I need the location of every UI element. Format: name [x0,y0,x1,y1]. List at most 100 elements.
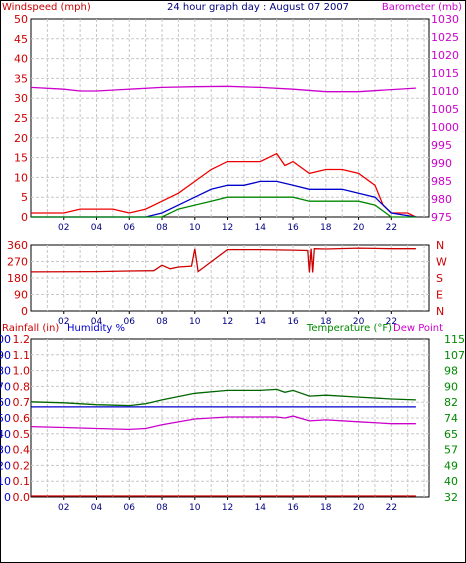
x-tick-label: 16 [287,503,299,513]
compass-tick-label: S [436,272,443,285]
x-tick-label: 06 [124,223,136,233]
x-tick-label: 04 [91,503,103,513]
y-tick-label-right: 980 [431,193,452,206]
y-tick-label-right: 1030 [431,13,459,26]
humidity-tick-label: 70 [0,380,11,393]
rain-tick-label: 0.2 [13,459,31,472]
temperature-tick-label: 65 [444,428,458,441]
series-wind_min [31,196,416,218]
x-tick-label: 10 [189,223,201,233]
direction-tick-label: 180 [7,272,28,285]
direction-tick-label: 270 [7,256,28,269]
series-gust [31,152,417,218]
humidity-tick-label: 40 [0,428,11,441]
temperature-tick-label: 74 [444,412,458,425]
y-tick-label-left: 20 [14,132,28,145]
series-temperature [30,388,416,407]
rain-tick-label: 1.1 [13,349,31,362]
y-tick-label-right: 1005 [431,103,459,116]
y-tick-label-left: 5 [21,191,28,204]
temperature-tick-label: 98 [444,365,458,378]
humidity-tick-label: 60 [0,396,11,409]
y-tick-label-left: 15 [14,152,28,165]
y-tick-label-left: 45 [14,33,28,46]
rainfall-axis-label: Rainfall (in) [2,323,59,334]
x-tick-label: 18 [320,317,332,327]
dewpoint-axis-label: Dew Point [393,323,443,334]
x-tick-label: 06 [124,503,136,513]
x-tick-label: 02 [58,317,69,327]
x-tick-label: 20 [353,503,365,513]
y-tick-label-right: 995 [431,139,452,152]
series-dewpoint [30,415,416,431]
x-tick-label: 10 [189,503,201,513]
x-tick-label: 02 [58,503,69,513]
compass-tick-label: E [436,289,443,302]
plot-area [30,338,430,498]
compass-tick-label: N [436,305,444,318]
series-barometer [30,85,416,93]
y-tick-label-right: 1010 [431,85,459,98]
x-tick-label: 14 [255,503,267,513]
temperature-tick-label: 115 [444,333,465,346]
y-tick-label-right: 1015 [431,67,459,80]
compass-tick-label: W [436,256,447,269]
humidity-tick-label: 90 [0,349,11,362]
y-tick-label-left: 30 [14,92,28,105]
x-tick-label: 18 [320,223,332,233]
x-tick-label: 22 [386,317,397,327]
x-tick-label: 04 [91,223,103,233]
x-tick-label: 04 [91,317,103,327]
series-direction [30,247,416,273]
y-tick-label-left: 50 [14,13,28,26]
rain-tick-label: 0.0 [13,491,31,504]
y-tick-label-right: 985 [431,175,452,188]
humidity-tick-label: 20 [0,459,11,472]
x-tick-label: 02 [58,223,69,233]
y-tick-label-right: 975 [431,211,452,224]
x-tick-label: 12 [222,503,233,513]
x-tick-label: 12 [222,317,233,327]
y-tick-label-left: 40 [14,53,28,66]
y-tick-label-right: 990 [431,157,452,170]
y-tick-label-right: 1000 [431,121,459,134]
temperature-tick-label: 90 [444,380,458,393]
x-tick-label: 22 [386,223,397,233]
x-tick-label: 14 [255,317,267,327]
y-tick-label-left: 25 [14,112,28,125]
rain-tick-label: 0.6 [13,412,31,425]
rain-tick-label: 0.1 [13,475,31,488]
y-tick-label-right: 1025 [431,31,459,44]
rain-tick-label: 0.4 [13,444,31,457]
x-tick-label: 16 [287,317,299,327]
direction-tick-label: 90 [14,289,28,302]
rain-tick-label: 1.0 [13,365,31,378]
x-tick-label: 10 [189,317,201,327]
temperature-tick-label: 57 [444,444,458,457]
rain-tick-label: 0.5 [13,428,31,441]
x-tick-label: 08 [156,503,168,513]
temperature-tick-label: 107 [444,349,465,362]
x-tick-label: 08 [156,223,168,233]
x-tick-label: 16 [287,223,299,233]
temperature-axis-label: Temperature (°F) [306,323,392,334]
y-tick-label-left: 35 [14,72,28,85]
humidity-axis-label: Humidity % [67,323,125,334]
x-tick-label: 20 [353,223,365,233]
humidity-tick-label: 10 [0,475,11,488]
temperature-tick-label: 40 [444,475,458,488]
humidity-tick-label: 30 [0,444,11,457]
rain-tick-label: 0.7 [13,396,31,409]
x-tick-label: 18 [320,503,332,513]
temperature-tick-label: 82 [444,396,458,409]
y-tick-label-left: 10 [14,171,28,184]
plot-area [30,244,430,312]
x-tick-label: 06 [124,317,136,327]
rain-tick-label: 0.8 [13,380,31,393]
temperature-tick-label: 32 [444,491,458,504]
humidity-tick-label: 100 [0,333,11,346]
direction-tick-label: 0 [21,305,28,318]
x-tick-label: 22 [386,503,397,513]
x-tick-label: 12 [222,223,233,233]
right-axis-label: Barometer (mb) [382,2,462,13]
